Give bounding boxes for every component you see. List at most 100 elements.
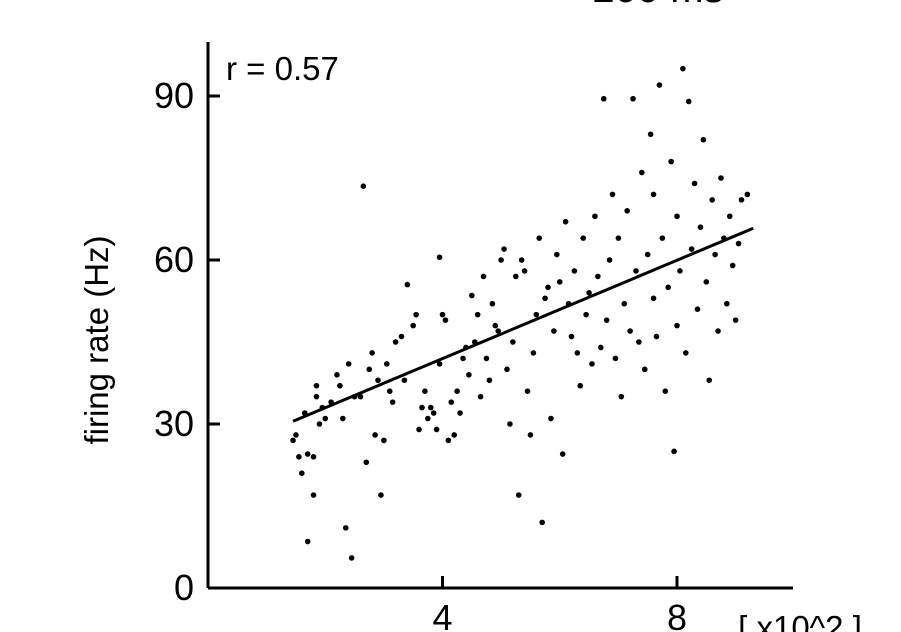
data-point [674, 213, 680, 220]
data-point [404, 281, 411, 288]
data-point [486, 377, 493, 384]
data-point [551, 328, 557, 334]
data-point [674, 322, 680, 329]
data-point [460, 355, 466, 362]
data-point [313, 393, 320, 400]
y-tick-label: 60 [154, 239, 194, 280]
data-point [413, 311, 419, 318]
x-tick-label: 4 [432, 597, 452, 632]
data-point [392, 339, 399, 345]
data-point [501, 246, 507, 252]
data-point [724, 300, 730, 307]
data-point [316, 421, 323, 427]
data-point [372, 432, 378, 438]
data-point [647, 131, 654, 138]
data-point [483, 355, 490, 362]
data-point [378, 492, 384, 498]
data-point [554, 251, 560, 258]
data-point [706, 377, 713, 384]
data-point [521, 268, 528, 274]
data-point [469, 292, 475, 299]
data-point [580, 235, 586, 241]
data-point [474, 311, 481, 318]
data-point [422, 388, 428, 395]
data-point [603, 317, 610, 323]
data-point [571, 268, 578, 274]
data-point [504, 366, 510, 373]
y-axis-label: firing rate (Hz) [78, 235, 115, 444]
regression-line [292, 226, 754, 423]
data-point [691, 180, 698, 187]
data-point [729, 262, 736, 269]
data-point [345, 361, 352, 367]
data-point [744, 191, 751, 198]
data-point [299, 470, 305, 477]
data-point [559, 451, 566, 457]
data-point [536, 235, 543, 241]
data-point [310, 454, 317, 460]
data-point [310, 492, 317, 498]
data-point [548, 415, 554, 422]
data-point [606, 257, 613, 263]
data-point [556, 279, 563, 285]
data-point [703, 279, 710, 285]
data-point [436, 361, 443, 367]
x-tick-label: 8 [667, 597, 687, 632]
data-point [477, 393, 484, 400]
data-point [589, 361, 595, 367]
data-point [363, 459, 370, 466]
data-point [533, 311, 540, 318]
data-point [738, 197, 745, 203]
data-point [659, 235, 666, 241]
data-point [600, 95, 607, 102]
data-point [621, 300, 628, 307]
data-point [433, 426, 440, 433]
data-point [597, 344, 604, 351]
data-point [489, 300, 496, 307]
data-point [697, 224, 704, 230]
data-point [296, 454, 302, 460]
data-point [322, 415, 329, 422]
data-point [662, 388, 669, 395]
y-tick-label: 30 [154, 403, 194, 444]
data-point [656, 82, 663, 88]
data-point [439, 311, 446, 318]
data-point [360, 183, 367, 189]
data-point [592, 213, 598, 220]
data-point [445, 437, 452, 444]
data-point [430, 410, 437, 416]
data-point [293, 432, 299, 438]
data-point [401, 377, 408, 384]
data-point [425, 415, 431, 422]
data-point [562, 218, 569, 225]
data-point [627, 328, 633, 334]
data-point [527, 432, 534, 438]
data-point [650, 191, 657, 198]
data-point [337, 382, 343, 389]
data-point [545, 284, 551, 291]
data-point [668, 158, 674, 165]
data-point [650, 295, 657, 302]
data-point [633, 268, 639, 274]
data-point [492, 322, 499, 329]
data-point [381, 437, 387, 444]
fit-line-group [292, 226, 754, 423]
data-point [618, 393, 625, 400]
data-point [641, 366, 648, 373]
data-point [530, 350, 537, 356]
data-point [416, 426, 422, 433]
data-point [624, 208, 630, 214]
data-point [700, 136, 707, 143]
data-point [644, 251, 651, 258]
data-point [524, 388, 531, 395]
data-point [712, 251, 718, 258]
data-point [665, 284, 672, 291]
data-point [677, 268, 683, 274]
data-point [512, 273, 519, 280]
data-point [735, 240, 742, 247]
data-point [419, 404, 425, 411]
data-point [398, 333, 405, 340]
data-point [671, 448, 677, 455]
data-point [389, 399, 396, 405]
data-point [466, 372, 472, 378]
